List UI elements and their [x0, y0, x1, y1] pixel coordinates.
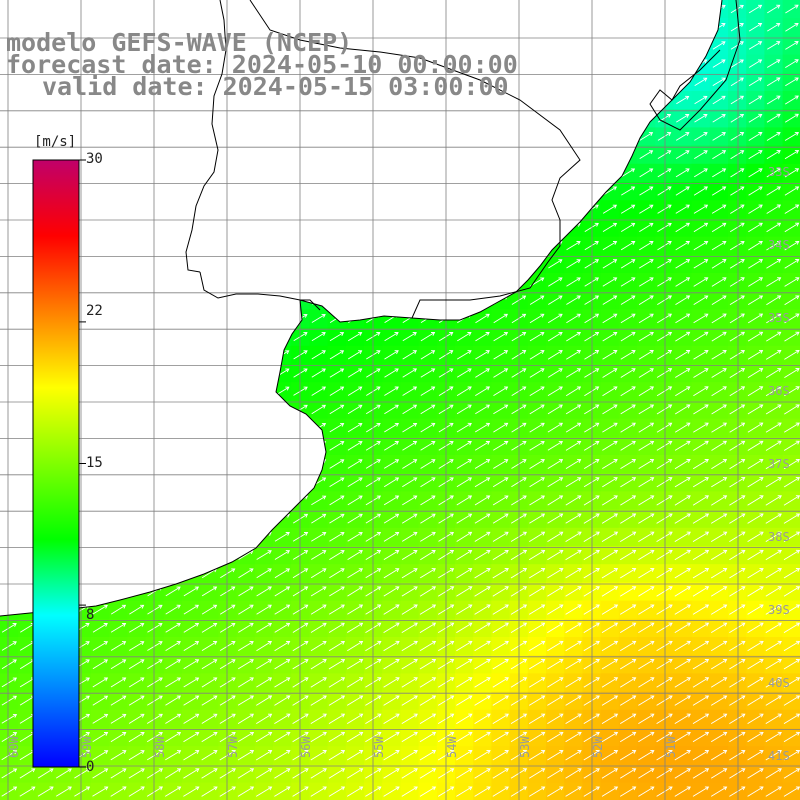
lon-label: 55W	[372, 736, 386, 758]
lon-label: 56W	[299, 736, 313, 758]
lon-label: 53W	[518, 736, 532, 758]
title-valid-date: valid date: 2024-05-15 03:00:00	[42, 72, 509, 101]
lat-label: 37S	[768, 457, 790, 471]
lat-label: 34S	[768, 238, 790, 252]
lon-label: 52W	[591, 736, 605, 758]
colorbar-tick-8: 8	[86, 607, 95, 623]
lon-label: 51W	[664, 736, 678, 758]
lat-label: 40S	[768, 676, 790, 690]
colorbar-tick-30: 30	[86, 151, 103, 167]
lon-label: 58W	[153, 736, 167, 758]
lon-label: 59W	[80, 736, 94, 758]
lon-label: 54W	[445, 736, 459, 758]
colorbar-tick-15: 15	[86, 455, 103, 471]
lat-label: 41S	[768, 749, 790, 763]
lat-label: 36S	[768, 384, 790, 398]
colorbar-tick-0: 0	[86, 759, 95, 775]
colorbar-tick-22: 22	[86, 303, 103, 319]
lat-label: 38S	[768, 530, 790, 544]
lat-label: 39S	[768, 603, 790, 617]
colorbar	[32, 159, 86, 768]
lon-label: 57W	[226, 736, 240, 758]
wind-cell	[782, 782, 800, 800]
lat-label: 35S	[768, 311, 790, 325]
lon-label: 60W	[7, 736, 21, 758]
colorbar-unit: [m/s]	[34, 134, 77, 150]
colorbar-gradient	[32, 159, 80, 768]
lat-label: 33S	[768, 165, 790, 179]
